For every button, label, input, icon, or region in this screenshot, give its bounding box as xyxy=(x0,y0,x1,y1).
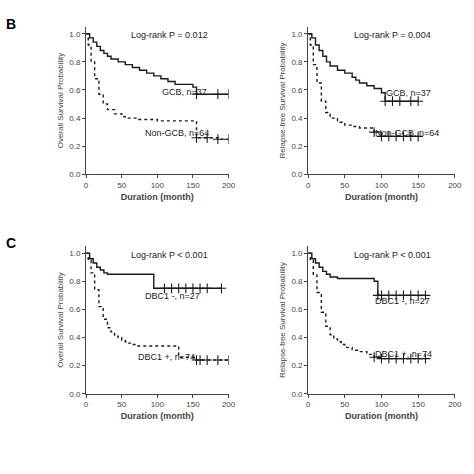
svg-text:150: 150 xyxy=(186,181,200,190)
svg-text:Log-rank P = 0.012: Log-rank P = 0.012 xyxy=(131,30,208,40)
svg-text:0.4: 0.4 xyxy=(69,333,81,342)
svg-text:200: 200 xyxy=(448,181,462,190)
svg-text:200: 200 xyxy=(448,400,462,409)
svg-text:C: C xyxy=(6,235,16,251)
svg-text:50: 50 xyxy=(340,181,349,190)
svg-text:0.4: 0.4 xyxy=(69,114,81,123)
svg-text:1.0: 1.0 xyxy=(69,29,81,38)
svg-text:0.4: 0.4 xyxy=(291,333,303,342)
svg-text:50: 50 xyxy=(340,400,349,409)
svg-text:Duration (month): Duration (month) xyxy=(121,411,194,421)
svg-text:0: 0 xyxy=(306,400,311,409)
svg-text:200: 200 xyxy=(222,400,236,409)
svg-text:0: 0 xyxy=(306,181,311,190)
svg-text:0.6: 0.6 xyxy=(69,86,81,95)
svg-text:0.2: 0.2 xyxy=(69,361,81,370)
svg-text:0.2: 0.2 xyxy=(291,361,303,370)
svg-text:1.0: 1.0 xyxy=(69,249,81,258)
svg-text:DBC1 -, n=27: DBC1 -, n=27 xyxy=(375,296,430,306)
svg-text:Log-rank P = 0.004: Log-rank P = 0.004 xyxy=(354,30,431,40)
svg-text:0.0: 0.0 xyxy=(291,170,303,179)
svg-text:DBC1 +, n=74: DBC1 +, n=74 xyxy=(375,349,432,359)
svg-text:0.2: 0.2 xyxy=(291,142,303,151)
svg-text:0.8: 0.8 xyxy=(69,277,81,286)
svg-text:0.8: 0.8 xyxy=(69,58,81,67)
svg-text:0.8: 0.8 xyxy=(291,58,303,67)
svg-text:0.6: 0.6 xyxy=(291,86,303,95)
svg-text:Overall Survival Probability: Overall Survival Probability xyxy=(56,272,65,368)
svg-text:Log-rank P < 0.001: Log-rank P < 0.001 xyxy=(131,250,208,260)
svg-text:100: 100 xyxy=(151,181,165,190)
svg-text:0.6: 0.6 xyxy=(291,305,303,314)
svg-text:Duration (month): Duration (month) xyxy=(345,411,418,421)
svg-text:DBC1 +, n=74: DBC1 +, n=74 xyxy=(138,352,195,362)
svg-text:0.8: 0.8 xyxy=(291,277,303,286)
svg-text:Duration (month): Duration (month) xyxy=(345,192,418,202)
svg-text:1.0: 1.0 xyxy=(291,29,303,38)
svg-text:50: 50 xyxy=(117,400,126,409)
svg-text:0: 0 xyxy=(84,181,89,190)
svg-text:0.2: 0.2 xyxy=(69,142,81,151)
svg-text:Relapse-free Survival Probabil: Relapse-free Survival Probability xyxy=(278,262,287,378)
svg-text:Log-rank P < 0.001: Log-rank P < 0.001 xyxy=(354,250,431,260)
svg-text:150: 150 xyxy=(186,400,200,409)
svg-text:100: 100 xyxy=(151,400,165,409)
svg-text:GCB, n=37: GCB, n=37 xyxy=(386,88,431,98)
svg-text:50: 50 xyxy=(117,181,126,190)
svg-text:DBC1 -, n=27: DBC1 -, n=27 xyxy=(145,291,200,301)
svg-text:1.0: 1.0 xyxy=(291,249,303,258)
svg-text:200: 200 xyxy=(222,181,236,190)
svg-text:0: 0 xyxy=(84,400,89,409)
svg-text:0.4: 0.4 xyxy=(291,114,303,123)
svg-text:0.0: 0.0 xyxy=(291,390,303,399)
svg-text:Overall Survival Probability: Overall Survival Probability xyxy=(56,53,65,149)
svg-text:0.0: 0.0 xyxy=(69,390,81,399)
svg-text:Duration (month): Duration (month) xyxy=(121,192,194,202)
svg-text:Non-GCB, n=64: Non-GCB, n=64 xyxy=(375,128,439,138)
svg-text:GCB, n=37: GCB, n=37 xyxy=(162,87,207,97)
svg-text:0.6: 0.6 xyxy=(69,305,81,314)
svg-text:150: 150 xyxy=(411,400,425,409)
svg-text:150: 150 xyxy=(411,181,425,190)
svg-text:0.0: 0.0 xyxy=(69,170,81,179)
svg-text:Relapse-free Survival Probabil: Relapse-free Survival Probability xyxy=(278,42,287,158)
svg-text:100: 100 xyxy=(375,181,389,190)
svg-text:B: B xyxy=(6,16,16,32)
svg-text:Non-GCB, n=64: Non-GCB, n=64 xyxy=(145,128,209,138)
svg-text:100: 100 xyxy=(375,400,389,409)
